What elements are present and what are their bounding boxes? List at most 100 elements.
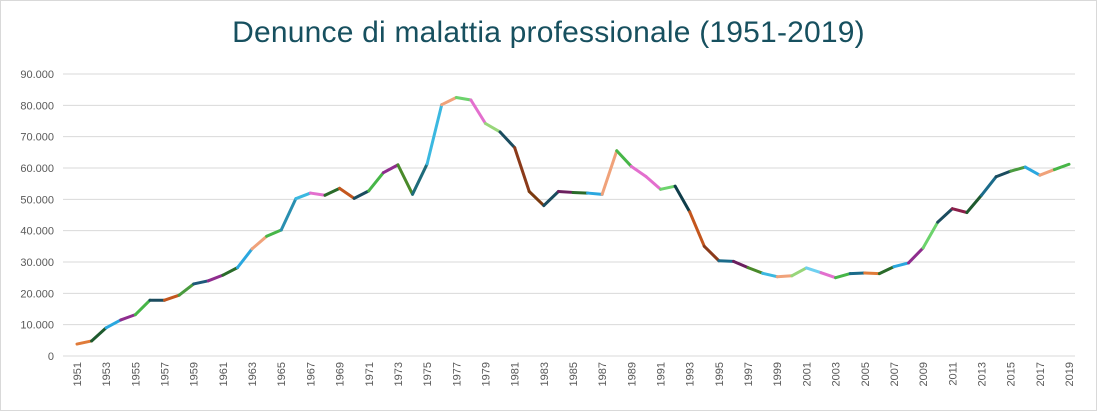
line-segment bbox=[673, 184, 692, 214]
line-segment bbox=[921, 220, 940, 250]
line-segment bbox=[600, 149, 619, 196]
line-segment bbox=[206, 273, 225, 283]
line-segment bbox=[571, 190, 590, 195]
line-segment bbox=[104, 318, 123, 330]
line-segment bbox=[877, 265, 896, 276]
x-tick-label: 1979 bbox=[480, 362, 492, 386]
line-segment bbox=[615, 149, 633, 168]
line-segment bbox=[892, 261, 911, 269]
chart-title: Denunce di malattia professionale (1951-… bbox=[232, 16, 865, 49]
y-tick-label: 0 bbox=[48, 351, 54, 363]
line-segment bbox=[659, 184, 677, 191]
x-tick-label: 2005 bbox=[860, 362, 872, 386]
grid-lines bbox=[63, 73, 1075, 357]
line-segment bbox=[119, 313, 137, 322]
x-tick-label: 1983 bbox=[539, 362, 551, 386]
line-segment bbox=[936, 207, 954, 224]
line-segment bbox=[294, 191, 312, 201]
line-segment bbox=[469, 98, 487, 126]
line-segment bbox=[279, 197, 298, 232]
y-tick-label: 40.000 bbox=[20, 226, 54, 238]
y-tick-label: 70.000 bbox=[20, 132, 54, 144]
line-segment bbox=[352, 189, 371, 200]
line-segment bbox=[804, 266, 823, 275]
x-tick-label: 1991 bbox=[656, 362, 668, 386]
line-segment bbox=[790, 266, 808, 278]
line-segment bbox=[688, 210, 706, 248]
line-segment bbox=[498, 130, 517, 150]
line-segment bbox=[644, 174, 663, 191]
series-line bbox=[75, 96, 1071, 346]
line-segment bbox=[235, 247, 254, 270]
line-segment bbox=[556, 190, 575, 194]
line-segment bbox=[221, 266, 239, 277]
line-segment bbox=[192, 279, 210, 286]
line-segment bbox=[265, 228, 283, 238]
line-segment bbox=[979, 175, 998, 197]
y-tick-label: 30.000 bbox=[20, 257, 54, 269]
line-segment bbox=[308, 191, 327, 197]
y-tick-label: 50.000 bbox=[20, 194, 54, 206]
x-tick-label: 1957 bbox=[160, 362, 172, 386]
line-segment bbox=[761, 271, 779, 279]
x-tick-label: 2007 bbox=[889, 362, 901, 386]
x-tick-label: 1985 bbox=[568, 362, 580, 386]
line-segment bbox=[863, 271, 881, 276]
line-segment bbox=[75, 339, 94, 346]
line-segment bbox=[513, 146, 531, 193]
x-tick-label: 1963 bbox=[247, 362, 259, 386]
x-tick-label: 1967 bbox=[305, 362, 317, 386]
line-segment bbox=[440, 96, 458, 107]
line-segment bbox=[454, 96, 473, 102]
line-segment bbox=[483, 122, 502, 134]
x-tick-label: 1999 bbox=[772, 362, 784, 386]
line-segment bbox=[775, 274, 794, 279]
x-tick-label: 2001 bbox=[801, 362, 813, 386]
line-segment bbox=[323, 186, 342, 197]
line-segment bbox=[1052, 162, 1071, 172]
y-axis-tick-labels: 0 10.000 20.000 30.000 40.000 50.000 60.000 70.… bbox=[20, 69, 54, 363]
line-segment bbox=[133, 298, 152, 317]
x-tick-label: 1993 bbox=[685, 362, 697, 386]
line-segment bbox=[819, 271, 838, 280]
x-tick-label: 2015 bbox=[1006, 362, 1018, 386]
line-segment bbox=[90, 326, 108, 343]
line-segment bbox=[1009, 165, 1027, 173]
line-segment bbox=[338, 186, 356, 200]
x-tick-label: 2011 bbox=[947, 362, 959, 386]
line-segment bbox=[177, 282, 196, 297]
x-tick-label: 1989 bbox=[626, 362, 638, 386]
line-segment bbox=[1023, 165, 1042, 177]
line-segment bbox=[411, 162, 429, 196]
x-tick-label: 2019 bbox=[1064, 362, 1076, 386]
x-tick-label: 2009 bbox=[918, 362, 930, 386]
y-tick-label: 80.000 bbox=[20, 100, 54, 112]
x-tick-label: 1953 bbox=[101, 362, 113, 386]
x-tick-label: 1997 bbox=[743, 362, 755, 386]
y-tick-label: 90.000 bbox=[20, 69, 54, 81]
y-tick-label: 20.000 bbox=[20, 288, 54, 300]
y-tick-label: 60.000 bbox=[20, 163, 54, 175]
line-segment bbox=[629, 164, 648, 178]
line-segment bbox=[586, 191, 604, 196]
x-tick-label: 1965 bbox=[276, 362, 288, 386]
line-segment bbox=[396, 163, 415, 196]
line-segment bbox=[367, 171, 385, 193]
x-tick-label: 1973 bbox=[393, 362, 405, 386]
line-segment bbox=[542, 190, 560, 208]
x-tick-label: 1981 bbox=[510, 362, 522, 386]
x-tick-label: 2003 bbox=[831, 362, 843, 386]
line-segment bbox=[907, 246, 925, 265]
x-tick-label: 1977 bbox=[451, 362, 463, 386]
line-segment bbox=[848, 271, 867, 276]
line-segment bbox=[965, 193, 983, 214]
x-tick-label: 2013 bbox=[976, 362, 988, 386]
line-segment bbox=[731, 259, 750, 270]
x-axis-tick-labels: 1951 1953 1955 1957 1959 1961 1963 1965 1967 1969… bbox=[72, 362, 1076, 386]
line-segment bbox=[1038, 168, 1056, 177]
x-tick-label: 1971 bbox=[364, 362, 376, 386]
x-tick-label: 2017 bbox=[1035, 362, 1047, 386]
line-segment bbox=[702, 244, 721, 263]
